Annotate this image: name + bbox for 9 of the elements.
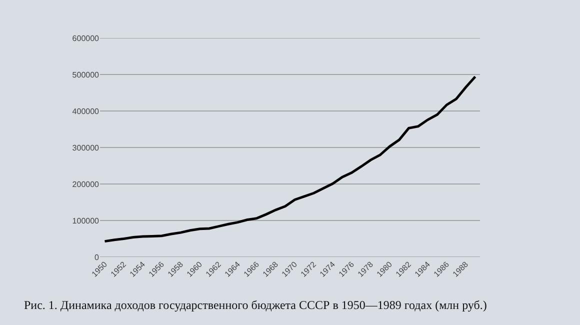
text: Рис. 1. Динамика доходов государственного бюджета СССР в 1950—1989 годах (млн руб.) xyxy=(24,298,487,312)
line-series xyxy=(104,75,476,243)
y-tick-label: 200000 xyxy=(72,180,100,189)
y-tick-label: 600000 xyxy=(72,34,100,43)
y-tick-label: 0 xyxy=(94,252,100,262)
y-tick-label: 100000 xyxy=(72,216,100,226)
y-tick-label: 400000 xyxy=(72,106,100,116)
y-tick-label: 500000 xyxy=(72,70,100,80)
y-tick-label: 300000 xyxy=(72,143,100,152)
